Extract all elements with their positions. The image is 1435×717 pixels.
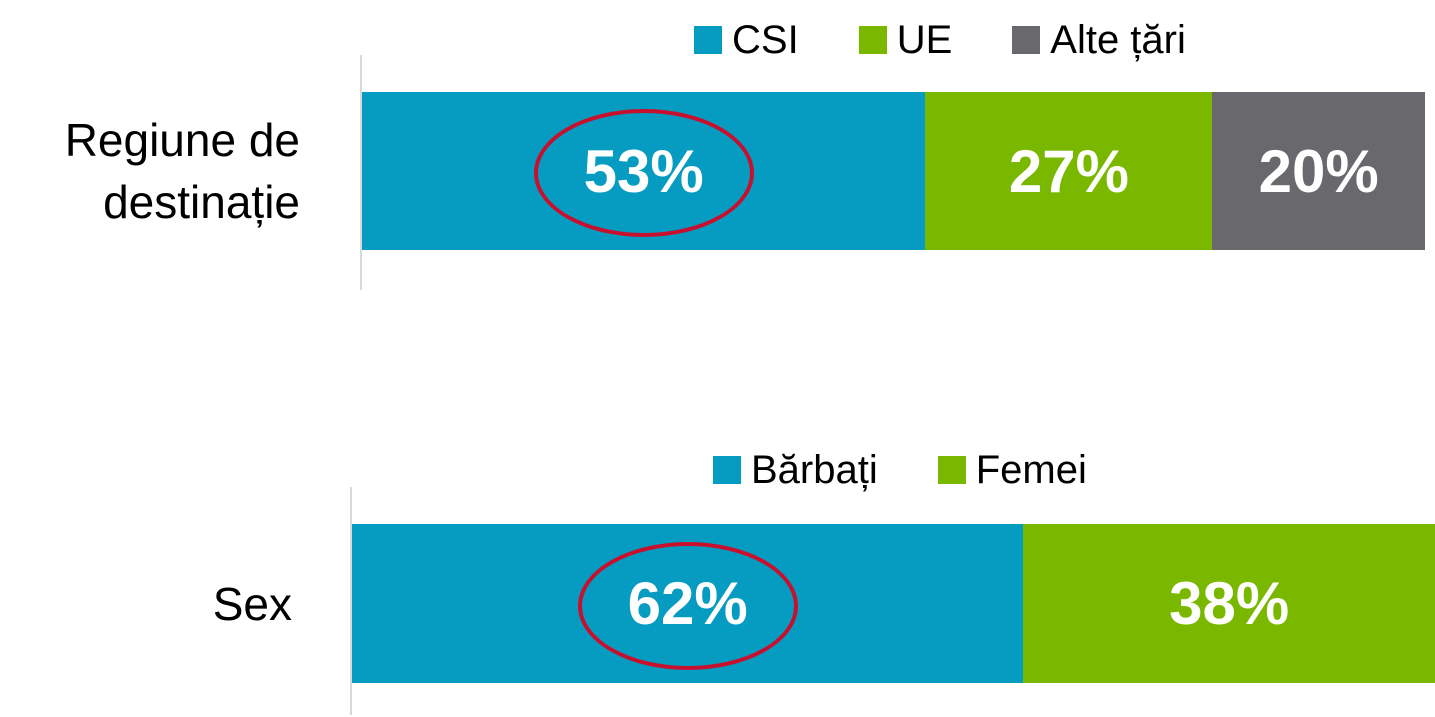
legend-label: Bărbați xyxy=(751,447,878,492)
value-label: 38% xyxy=(1169,570,1290,637)
legend-label: Alte țări xyxy=(1050,17,1186,62)
legend-swatch xyxy=(858,26,887,54)
legend: Bărbați Femei xyxy=(713,445,1087,495)
bar-segment: 27% xyxy=(925,92,1213,250)
legend-item: UE xyxy=(858,17,953,63)
legend-item: CSI xyxy=(694,18,799,63)
category-label: Regiune de destinație xyxy=(64,114,300,228)
legend-label: UE xyxy=(896,17,953,62)
legend-item: Bărbați xyxy=(713,448,878,493)
axis-line xyxy=(350,487,352,715)
value-label: 62% xyxy=(627,570,748,637)
legend-item: Alte țări xyxy=(1012,18,1186,63)
value-label: 53% xyxy=(583,137,704,205)
legend-label: CSI xyxy=(732,17,799,62)
legend-swatch xyxy=(1012,26,1041,54)
legend-swatch xyxy=(694,26,722,54)
value-label: 27% xyxy=(1008,137,1129,205)
value-label: 20% xyxy=(1258,137,1379,205)
legend-item: Femei xyxy=(937,447,1087,493)
legend: CSI UE Alte țări xyxy=(694,15,1186,65)
legend-swatch xyxy=(713,456,741,484)
legend-swatch xyxy=(937,456,966,484)
bar-segment: 53% xyxy=(362,92,926,250)
bar-segment: 38% xyxy=(1023,524,1435,683)
legend-label: Femei xyxy=(975,447,1087,492)
bar-segment: 62% xyxy=(352,524,1024,683)
category-label: Sex xyxy=(212,577,292,630)
bar-segment: 20% xyxy=(1212,92,1425,250)
axis-line xyxy=(360,55,362,290)
